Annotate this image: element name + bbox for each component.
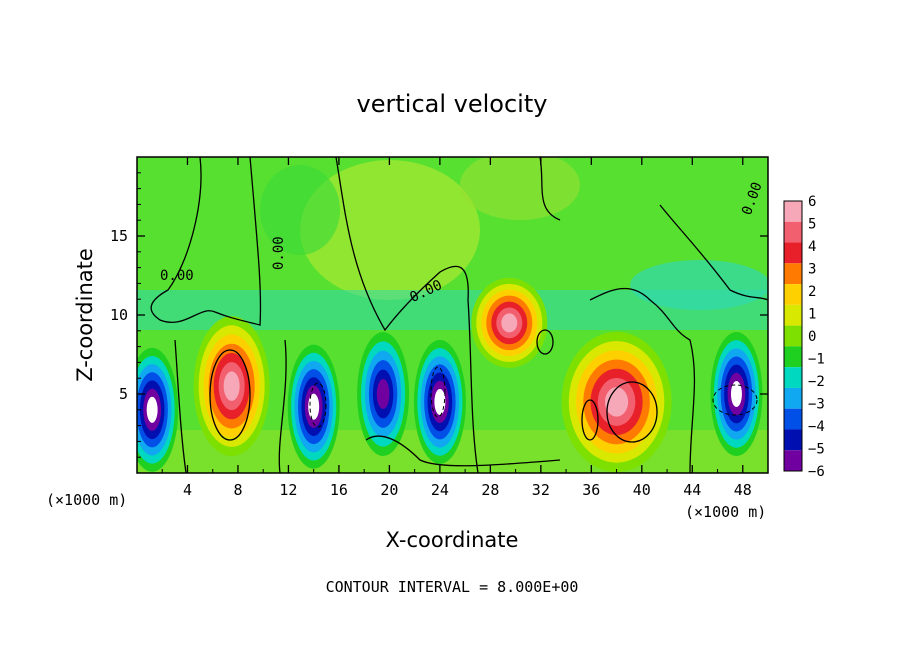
x-tick-label: 12 [279, 481, 297, 499]
contour-line [659, 204, 768, 301]
colorbar-swatch [784, 346, 802, 368]
y-tick-label: 15 [110, 227, 128, 245]
colorbar-label: −3 [808, 397, 825, 413]
colorbar-frame [783, 200, 803, 472]
colorbar-swatch [784, 408, 802, 430]
x-tick-label: 8 [233, 481, 242, 499]
velocity-level [501, 313, 518, 333]
colorbar-label: 6 [808, 194, 816, 210]
colorbar-swatch [784, 387, 802, 409]
velocity-level [376, 378, 390, 410]
contour-line [365, 435, 561, 467]
field-region [300, 160, 480, 300]
colorbar-label: 2 [808, 284, 816, 300]
colorbar-label: 3 [808, 262, 816, 278]
colorbar-label: 5 [808, 217, 816, 233]
field-region [460, 157, 580, 220]
x-tick-label: 4 [183, 481, 192, 499]
x-tick-label: 28 [481, 481, 499, 499]
colorbar-swatch [784, 450, 802, 471]
contour-label: 0.00 [160, 268, 194, 284]
colorbar-swatch [784, 367, 802, 388]
contour-line [581, 399, 599, 441]
x-tick-label: 40 [633, 481, 651, 499]
x-unit-label-right: (×1000 m) [685, 503, 766, 521]
contour-label: 0.00 [271, 236, 287, 270]
zero-contours [150, 157, 768, 473]
velocity-level [223, 371, 240, 401]
contour-interval-note: CONTOUR INTERVAL = 8.000E+00 [326, 578, 579, 596]
field-region [630, 260, 768, 310]
contour-line [174, 339, 187, 473]
x-tick-label: 36 [582, 481, 600, 499]
colorbar: 6 5 4 3 2 1 0 −1 −2 −3 −4 −5 −6 [783, 194, 825, 480]
contour-line [209, 349, 251, 441]
colorbar-swatch [784, 263, 802, 285]
colorbar-label: −2 [808, 374, 825, 390]
contour-line [539, 157, 561, 221]
x-unit-label-left: (×1000 m) [46, 491, 127, 509]
downdraft-cell [357, 332, 410, 456]
colorbar-swatch [784, 242, 802, 264]
plot-area: 0.00 0.00 0.00 0.00 [137, 157, 768, 473]
contour-line [589, 287, 696, 473]
contour-line [278, 339, 287, 473]
downdraft-cell [287, 344, 340, 469]
velocity-level [604, 387, 629, 417]
field-region [260, 165, 340, 255]
colorbar-swatch [784, 429, 802, 451]
y-tick-label: 10 [110, 306, 128, 324]
velocity-level [146, 396, 158, 423]
contour-line [309, 382, 327, 428]
x-tick-label: 16 [330, 481, 348, 499]
chart-title: vertical velocity [357, 90, 548, 118]
colorbar-label: 1 [808, 307, 816, 323]
x-tick-label: 48 [734, 481, 752, 499]
contour-line [430, 366, 446, 418]
colorbar-label: 0 [808, 329, 816, 345]
downdraft-cell [137, 347, 179, 472]
negative-contours [309, 366, 758, 428]
downdraft-cell [413, 339, 466, 464]
contour-line [536, 329, 554, 355]
colorbar-swatch [784, 221, 802, 243]
colorbar-label: −5 [808, 442, 825, 458]
velocity-level [308, 393, 320, 420]
colorbar-swatch [784, 304, 802, 326]
x-tick-label: 44 [683, 481, 701, 499]
colorbar-label: −4 [808, 419, 825, 435]
y-axis-label: Z-coordinate [73, 248, 97, 382]
x-tick-label: 24 [431, 481, 449, 499]
x-tick-label: 20 [380, 481, 398, 499]
downdraft-cell [710, 332, 763, 456]
contour-line [606, 381, 658, 443]
contour-line [150, 157, 262, 326]
updraft-cell [193, 316, 270, 457]
velocity-level [434, 388, 446, 415]
updraft-cell [561, 331, 672, 472]
colorbar-swatch [784, 284, 802, 305]
colorbar-swatch [784, 201, 802, 222]
colorbar-label: −1 [808, 352, 825, 368]
colorbar-label: 4 [808, 239, 816, 255]
velocity-level [730, 380, 742, 408]
y-tick-label: 5 [119, 385, 128, 403]
colorbar-label: −6 [808, 464, 825, 480]
colorbar-swatch [784, 325, 802, 347]
contour-line [712, 384, 758, 416]
x-tick-label: 32 [532, 481, 550, 499]
x-axis-label: X-coordinate [386, 528, 519, 552]
updraft-cell [471, 277, 548, 368]
contour-line [335, 157, 479, 473]
